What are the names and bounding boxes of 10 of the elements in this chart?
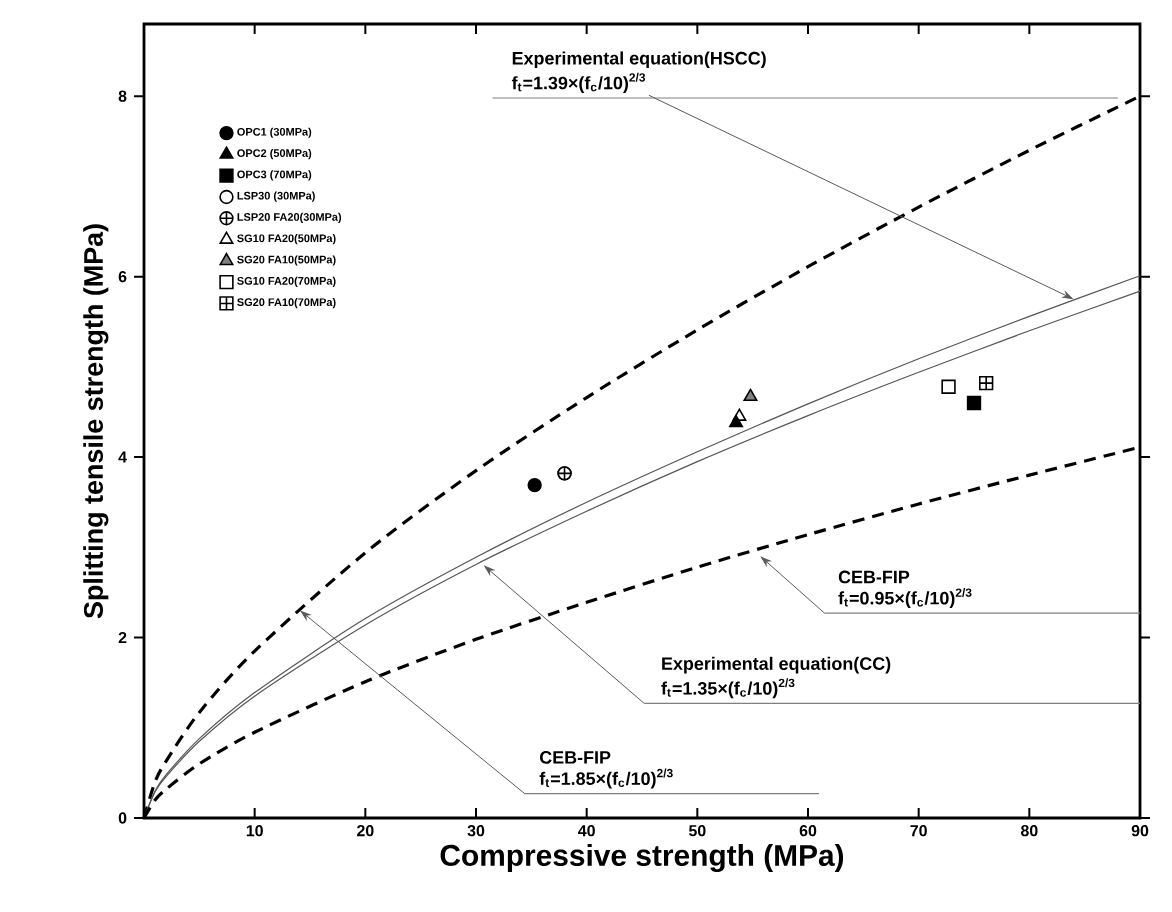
annotation: f$_{t}$=1.85×(f$_{c}$/10)$^{2/3}$ bbox=[539, 768, 673, 789]
annotation: CEB-FIP bbox=[540, 751, 611, 764]
annotation: Experimental equation(CC) bbox=[662, 656, 891, 674]
y-axis-title: Splitting tensile strength (MPa) bbox=[83, 224, 109, 619]
annotation: f$_{t}$=0.95×(f$_{c}$/10)$^{2/3}$ bbox=[838, 588, 972, 609]
annotation: CEB-FIP bbox=[838, 570, 910, 584]
annotation: f$_{t}$=1.39×(f$_{c}$/10)$^{2/3}$ bbox=[511, 72, 646, 93]
x-axis-title: Compressive strength (MPa) bbox=[440, 844, 844, 873]
annotation: Experimental equation(HSCC) bbox=[512, 51, 766, 69]
annotation: f$_{t}$=1.35×(f$_{c}$/10)$^{2/3}$ bbox=[661, 678, 795, 699]
